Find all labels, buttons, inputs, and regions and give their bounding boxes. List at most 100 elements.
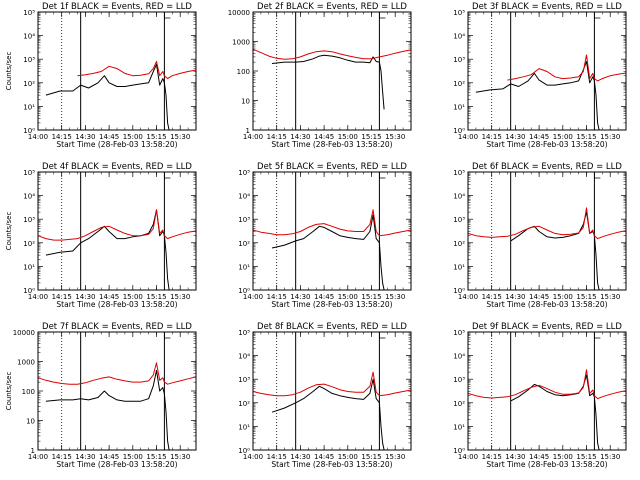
x-tick-label: 14:30	[75, 293, 95, 301]
x-tick-label: 15:15	[361, 133, 381, 141]
y-tick-label: 10¹	[453, 103, 465, 111]
x-tick-label: 14:00	[28, 453, 48, 461]
x-tick-label: 14:15	[267, 133, 287, 141]
y-tick-label: 10³	[238, 376, 250, 384]
x-tick-label: 14:45	[314, 293, 334, 301]
y-tick-label: 10⁵	[453, 9, 465, 17]
y-axis-label: Counts/sec	[5, 212, 13, 251]
x-tick-label: 14:15	[267, 293, 287, 301]
x-tick-label: 14:30	[290, 293, 310, 301]
marker-bracket	[164, 333, 171, 339]
x-axis-label: Start Time (28-Feb-03 13:58:20)	[486, 140, 607, 149]
x-tick-label: 15:30	[385, 293, 405, 301]
x-tick-label: 15:30	[600, 453, 620, 461]
x-tick-label: 14:30	[505, 133, 525, 141]
x-tick-label: 14:30	[505, 293, 525, 301]
y-tick-label: 10³	[23, 56, 35, 64]
y-tick-label: 10¹	[23, 263, 35, 271]
y-tick-label: 10³	[23, 216, 35, 224]
x-tick-label: 15:00	[553, 293, 573, 301]
x-tick-label: 15:15	[361, 453, 381, 461]
y-tick-label: 10²	[23, 80, 35, 88]
x-tick-label: 14:00	[243, 293, 263, 301]
y-tick-label: 10¹	[238, 423, 250, 431]
plot-frame	[252, 171, 412, 291]
series-red-line	[507, 54, 627, 82]
chart-panel-9: Det 9f BLACK = Events, RED = LLD 10⁰ 10¹ 10…	[453, 322, 627, 469]
plot-frame	[37, 171, 197, 291]
series-red-line	[252, 48, 412, 60]
x-tick-label: 14:45	[529, 133, 549, 141]
x-tick-label: 15:15	[146, 453, 166, 461]
x-tick-label: 14:00	[458, 453, 478, 461]
x-tick-label: 14:00	[458, 133, 478, 141]
marker-bracket	[594, 173, 601, 179]
marker-bracket	[594, 333, 601, 339]
x-tick-label: 15:30	[600, 293, 620, 301]
y-tick-label: 10⁰	[23, 127, 35, 135]
series-black-line	[45, 369, 170, 451]
x-tick-label: 15:00	[123, 293, 143, 301]
x-tick-label: 15:00	[553, 133, 573, 141]
plot-frame	[37, 11, 197, 131]
y-tick-label: 1000	[232, 39, 250, 47]
x-axis-label: Start Time (28-Feb-03 13:58:20)	[56, 140, 177, 149]
chart-panel-4: Det 4f BLACK = Events, RED = LLD Counts/s…	[5, 162, 197, 309]
y-tick-label: 10³	[238, 216, 250, 224]
series-black-line	[271, 378, 385, 451]
marker-bracket	[379, 333, 386, 339]
series-black-line	[510, 374, 600, 451]
y-tick-label: 10⁵	[23, 169, 35, 177]
x-tick-label: 14:30	[75, 133, 95, 141]
y-tick-label: 10²	[238, 400, 250, 408]
x-axis-label: Start Time (28-Feb-03 13:58:20)	[486, 460, 607, 469]
y-tick-label: 10⁰	[453, 447, 465, 455]
x-tick-label: 14:15	[52, 133, 72, 141]
y-tick-label: 10⁴	[23, 33, 35, 41]
chart-panel-6: Det 6f BLACK = Events, RED = LLD 10⁰ 10¹ 10…	[453, 162, 627, 309]
y-tick-label: 10²	[238, 240, 250, 248]
chart-title: Det 4f BLACK = Events, RED = LLD	[42, 162, 192, 172]
chart-title: Det 5f BLACK = Events, RED = LLD	[257, 162, 407, 172]
chart-title: Det 9f BLACK = Events, RED = LLD	[472, 322, 622, 332]
plot-frame	[467, 11, 627, 131]
chart-panel-7: Det 7f BLACK = Events, RED = LLD Counts/s…	[5, 322, 197, 469]
y-tick-label: 10³	[453, 56, 465, 64]
x-tick-label: 15:00	[123, 133, 143, 141]
x-tick-label: 15:15	[146, 293, 166, 301]
marker-bracket	[164, 13, 171, 19]
y-tick-label: 10³	[453, 216, 465, 224]
chart-panel-8: Det 8f BLACK = Events, RED = LLD 10⁰ 10¹ 10…	[238, 322, 412, 469]
plot-frame	[252, 11, 412, 131]
y-tick-label: 10²	[453, 240, 465, 248]
x-tick-label: 14:45	[99, 133, 119, 141]
x-tick-label: 15:00	[338, 453, 358, 461]
marker-bracket	[379, 173, 386, 179]
plot-frame	[467, 171, 627, 291]
plot-frame	[467, 331, 627, 451]
y-tick-label: 1000	[17, 359, 35, 367]
chart-title: Det 6f BLACK = Events, RED = LLD	[472, 162, 622, 172]
y-tick-label: 10⁴	[238, 193, 250, 201]
chart-title: Det 2f BLACK = Events, RED = LLD	[257, 2, 407, 12]
marker-bracket	[379, 13, 386, 19]
y-tick-label: 10⁴	[23, 193, 35, 201]
x-tick-label: 15:30	[385, 453, 405, 461]
series-black-line	[510, 211, 600, 291]
x-tick-label: 14:15	[52, 293, 72, 301]
x-tick-label: 14:30	[505, 453, 525, 461]
x-tick-label: 15:00	[123, 453, 143, 461]
x-tick-label: 14:15	[267, 453, 287, 461]
x-tick-label: 14:15	[482, 133, 502, 141]
chart-panel-3: Det 3f BLACK = Events, RED = LLD 10⁰ 10¹ 10…	[453, 2, 627, 149]
chart-title: Det 3f BLACK = Events, RED = LLD	[472, 2, 622, 12]
chart-panel-1: Det 1f BLACK = Events, RED = LLD Counts/s…	[5, 2, 197, 149]
x-tick-label: 14:45	[529, 293, 549, 301]
x-tick-label: 15:15	[361, 293, 381, 301]
x-tick-label: 14:45	[529, 453, 549, 461]
y-tick-label: 100	[22, 388, 35, 396]
chart-title: Det 1f BLACK = Events, RED = LLD	[42, 2, 192, 12]
y-tick-label: 10⁴	[453, 33, 465, 41]
y-tick-label: 10⁵	[23, 9, 35, 17]
x-tick-label: 15:30	[170, 133, 190, 141]
